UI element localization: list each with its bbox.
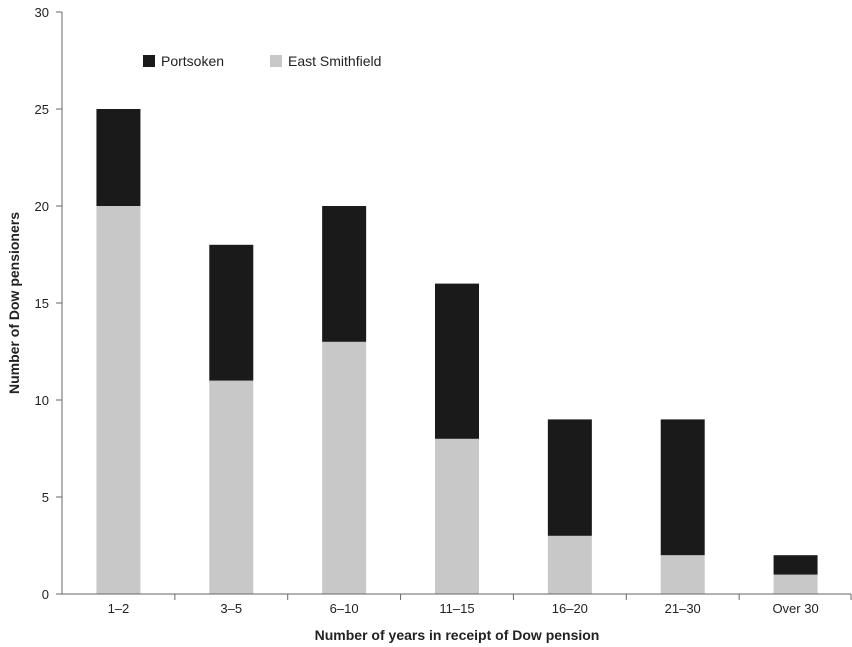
bar-east-smithfield <box>322 341 367 594</box>
y-tick-label: 30 <box>35 5 49 20</box>
y-tick-label: 0 <box>42 587 49 602</box>
bar-portsoken <box>209 244 254 381</box>
bar-portsoken <box>660 419 705 556</box>
x-tick-label: 3–5 <box>220 601 242 616</box>
y-tick-label: 15 <box>35 296 49 311</box>
bar-portsoken <box>96 109 141 206</box>
legend-label-east-smithfield: East Smithfield <box>288 53 381 69</box>
bar-east-smithfield <box>209 380 254 594</box>
bar-east-smithfield <box>773 574 818 594</box>
legend-label-portsoken: Portsoken <box>161 53 224 69</box>
y-axis-ticks: 0 5 10 15 20 25 30 <box>35 5 62 602</box>
y-axis-title: Number of Dow pensioners <box>6 212 22 394</box>
y-tick-label: 5 <box>42 490 49 505</box>
legend-swatch-portsoken <box>143 55 155 67</box>
y-tick-label: 10 <box>35 393 49 408</box>
x-tick-label: 6–10 <box>330 601 359 616</box>
x-tick-label: 11–15 <box>439 601 474 616</box>
y-tick-label: 25 <box>35 102 49 117</box>
bar-portsoken <box>773 555 818 575</box>
bar-east-smithfield <box>96 206 141 594</box>
bar-east-smithfield <box>547 535 592 594</box>
bars-group <box>96 109 818 594</box>
x-tick-label: 16–20 <box>552 601 588 616</box>
bar-east-smithfield <box>435 438 479 594</box>
legend-swatch-east-smithfield <box>270 55 282 67</box>
x-axis-title: Number of years in receipt of Dow pensio… <box>315 627 600 643</box>
y-tick-label: 20 <box>35 199 49 214</box>
bar-portsoken <box>322 206 367 342</box>
legend: Portsoken East Smithfield <box>143 53 381 69</box>
bar-east-smithfield <box>660 555 705 594</box>
x-tick-label: 21–30 <box>665 601 701 616</box>
bar-portsoken <box>435 283 479 439</box>
bar-portsoken <box>547 419 592 536</box>
x-tick-label: Over 30 <box>772 601 818 616</box>
x-axis-ticks: 1–2 3–5 6–10 11–15 16–20 21–30 Over 30 <box>108 594 852 616</box>
x-tick-label: 1–2 <box>108 601 130 616</box>
